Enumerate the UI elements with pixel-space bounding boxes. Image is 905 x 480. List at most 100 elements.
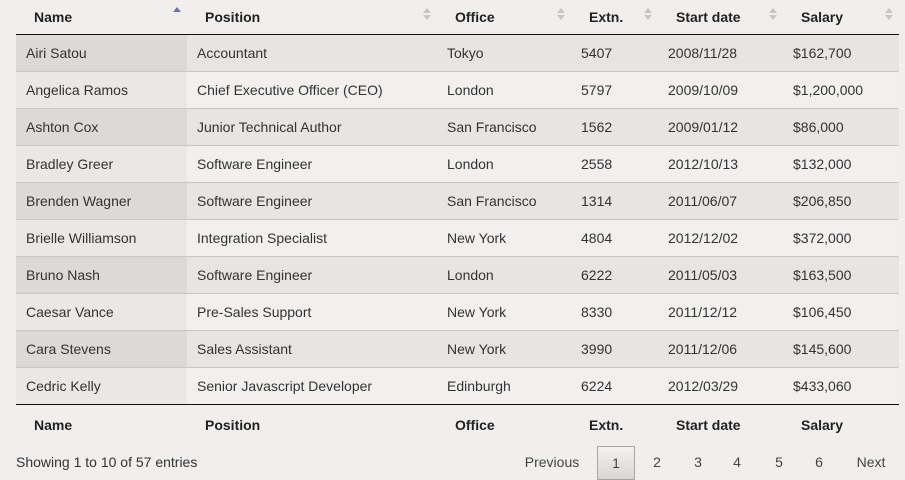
cell-salary: $145,600 <box>783 330 899 368</box>
cell-name: Angelica Ramos <box>16 71 187 109</box>
cell-name: Cara Stevens <box>16 330 187 368</box>
sort-both-icon <box>423 7 431 23</box>
sort-both-icon <box>885 7 893 23</box>
footer-label-extn: Extn. <box>571 404 658 445</box>
cell-extn: 1314 <box>571 182 658 220</box>
cell-extn: 6224 <box>571 367 658 405</box>
cell-start-date: 2011/05/03 <box>658 256 783 294</box>
cell-extn: 1562 <box>571 108 658 146</box>
cell-extn: 5407 <box>571 34 658 72</box>
column-header-extn[interactable]: Extn. <box>571 0 658 35</box>
page-button-2[interactable]: 2 <box>653 454 661 470</box>
cell-name: Airi Satou <box>16 34 187 72</box>
table-row: Cara Stevens Sales Assistant New York 39… <box>16 330 899 368</box>
cell-salary: $86,000 <box>783 108 899 146</box>
cell-position: Senior Javascript Developer <box>187 367 437 405</box>
column-header-name[interactable]: Name <box>16 0 187 35</box>
footer-label-salary: Salary <box>783 404 899 445</box>
cell-position: Software Engineer <box>187 256 437 294</box>
table-row: Brielle Williamson Integration Specialis… <box>16 219 899 257</box>
cell-salary: $163,500 <box>783 256 899 294</box>
cell-extn: 3990 <box>571 330 658 368</box>
table-row: Ashton Cox Junior Technical Author San F… <box>16 108 899 146</box>
footer-label-name: Name <box>16 404 187 445</box>
cell-office: Tokyo <box>437 34 571 72</box>
cell-office: New York <box>437 219 571 257</box>
table-row: Angelica Ramos Chief Executive Officer (… <box>16 71 899 109</box>
cell-salary: $372,000 <box>783 219 899 257</box>
column-label: Position <box>205 9 261 25</box>
footer-label-position: Position <box>187 404 437 445</box>
cell-position: Sales Assistant <box>187 330 437 368</box>
cell-position: Integration Specialist <box>187 219 437 257</box>
page-button-6[interactable]: 6 <box>815 454 823 470</box>
cell-start-date: 2009/01/12 <box>658 108 783 146</box>
sort-both-icon <box>557 7 565 23</box>
next-button[interactable]: Next <box>856 454 886 470</box>
cell-office: London <box>437 256 571 294</box>
cell-extn: 5797 <box>571 71 658 109</box>
cell-salary: $162,700 <box>783 34 899 72</box>
page-button-3[interactable]: 3 <box>694 454 702 470</box>
cell-name: Brielle Williamson <box>16 219 187 257</box>
cell-office: London <box>437 145 571 183</box>
table-footer: Name Position Office Extn. Start date Sa… <box>16 404 899 445</box>
cell-position: Accountant <box>187 34 437 72</box>
column-label: Extn. <box>589 9 624 25</box>
column-label: Start date <box>676 9 741 25</box>
cell-start-date: 2012/03/29 <box>658 367 783 405</box>
sort-ascending-icon <box>173 7 181 23</box>
cell-extn: 8330 <box>571 293 658 331</box>
cell-start-date: 2008/11/28 <box>658 34 783 72</box>
cell-name: Caesar Vance <box>16 293 187 331</box>
cell-salary: $1,200,000 <box>783 71 899 109</box>
cell-start-date: 2011/12/06 <box>658 330 783 368</box>
column-header-salary[interactable]: Salary <box>783 0 899 35</box>
column-label: Salary <box>801 9 844 25</box>
cell-salary: $106,450 <box>783 293 899 331</box>
cell-salary: $206,850 <box>783 182 899 220</box>
page-button-4[interactable]: 4 <box>733 454 741 470</box>
column-label: Office <box>455 9 495 25</box>
table-row: Caesar Vance Pre-Sales Support New York … <box>16 293 899 331</box>
footer-label-office: Office <box>437 404 571 445</box>
cell-name: Cedric Kelly <box>16 367 187 405</box>
page-button-1[interactable]: 1 <box>597 446 635 480</box>
sort-both-icon <box>769 7 777 23</box>
cell-extn: 2558 <box>571 145 658 183</box>
page-button-5[interactable]: 5 <box>775 454 783 470</box>
table-row: Airi Satou Accountant Tokyo 5407 2008/11… <box>16 34 899 72</box>
table-body: Airi Satou Accountant Tokyo 5407 2008/11… <box>16 34 899 405</box>
cell-office: San Francisco <box>437 182 571 220</box>
table-header: Name Position Office Extn. Start date Sa… <box>16 0 899 35</box>
cell-position: Pre-Sales Support <box>187 293 437 331</box>
cell-office: New York <box>437 293 571 331</box>
cell-name: Ashton Cox <box>16 108 187 146</box>
cell-start-date: 2009/10/09 <box>658 71 783 109</box>
table-info: Showing 1 to 10 of 57 entries <box>16 454 198 470</box>
employees-table: Name Position Office Extn. Start date Sa… <box>16 0 899 445</box>
cell-office: London <box>437 71 571 109</box>
cell-position: Software Engineer <box>187 145 437 183</box>
cell-salary: $433,060 <box>783 367 899 405</box>
cell-office: Edinburgh <box>437 367 571 405</box>
cell-office: San Francisco <box>437 108 571 146</box>
table-row: Bradley Greer Software Engineer London 2… <box>16 145 899 183</box>
cell-start-date: 2012/12/02 <box>658 219 783 257</box>
previous-button[interactable]: Previous <box>524 454 580 470</box>
column-header-position[interactable]: Position <box>187 0 437 35</box>
cell-salary: $132,000 <box>783 145 899 183</box>
cell-name: Bradley Greer <box>16 145 187 183</box>
cell-office: New York <box>437 330 571 368</box>
table-row: Brenden Wagner Software Engineer San Fra… <box>16 182 899 220</box>
cell-position: Software Engineer <box>187 182 437 220</box>
cell-start-date: 2011/06/07 <box>658 182 783 220</box>
cell-position: Chief Executive Officer (CEO) <box>187 71 437 109</box>
column-header-office[interactable]: Office <box>437 0 571 35</box>
cell-start-date: 2012/10/13 <box>658 145 783 183</box>
table-row: Cedric Kelly Senior Javascript Developer… <box>16 367 899 405</box>
footer-label-start-date: Start date <box>658 404 783 445</box>
column-label: Name <box>34 9 73 25</box>
column-header-start-date[interactable]: Start date <box>658 0 783 35</box>
cell-name: Bruno Nash <box>16 256 187 294</box>
